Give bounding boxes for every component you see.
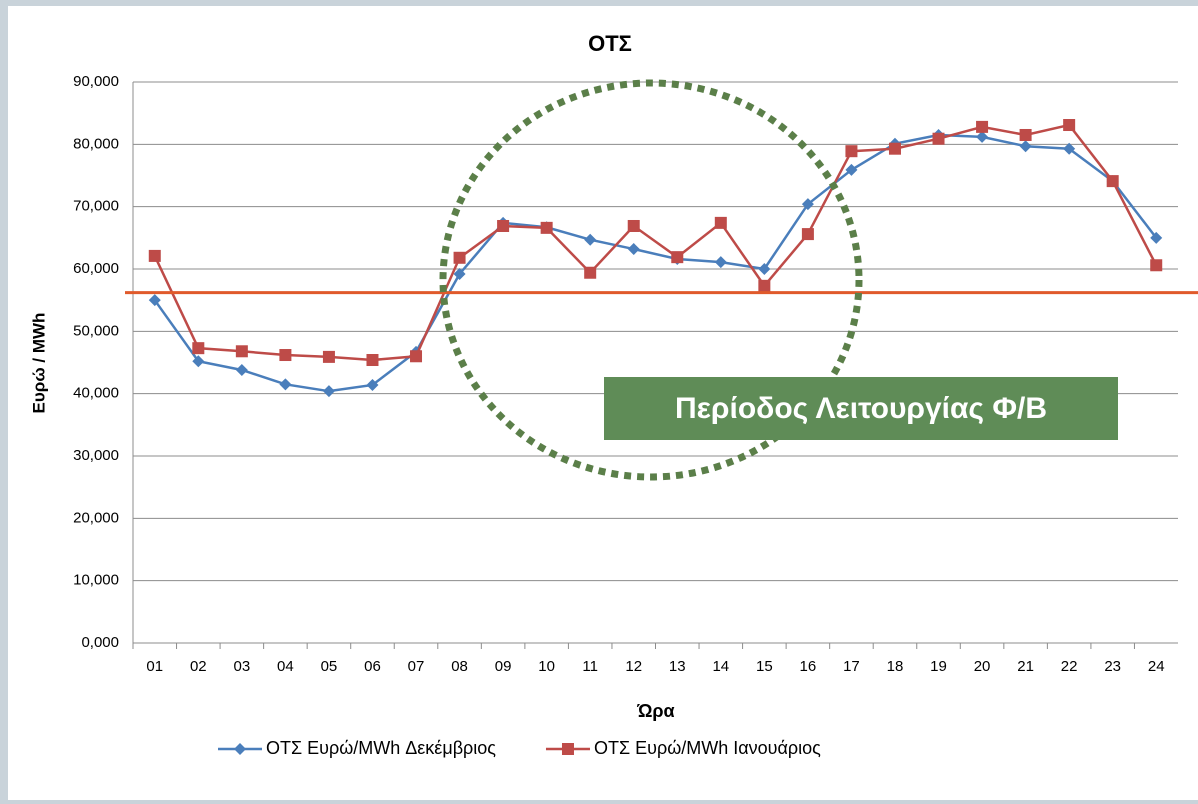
data-point — [1150, 259, 1163, 272]
x-tick-label: 01 — [146, 658, 163, 675]
series-line — [153, 133, 1158, 393]
y-tick-label: 0,000 — [81, 634, 119, 651]
x-tick-label: 16 — [800, 658, 817, 675]
data-point — [1106, 175, 1119, 188]
y-tick-label: 80,000 — [73, 135, 119, 152]
highlight-circle — [439, 79, 863, 481]
data-point — [540, 221, 553, 234]
data-point — [801, 198, 814, 211]
x-tick-label: 15 — [756, 658, 773, 675]
annotation-box — [604, 377, 1118, 440]
data-point — [845, 145, 858, 158]
x-tick-label: 20 — [974, 658, 991, 675]
x-tick-label: 23 — [1104, 658, 1121, 675]
x-tick-label: 08 — [451, 658, 468, 675]
data-point — [758, 279, 771, 292]
data-point — [714, 216, 727, 229]
data-point — [366, 354, 379, 367]
data-point — [758, 263, 771, 275]
data-point — [845, 163, 858, 176]
x-tick-label: 03 — [234, 658, 251, 675]
x-tick-label: 24 — [1148, 658, 1165, 675]
x-tick-label: 09 — [495, 658, 512, 675]
data-point — [192, 355, 205, 368]
x-tick-label: 05 — [321, 658, 338, 675]
annotation: Περίοδος Λειτουργίας Φ/Β — [675, 392, 1047, 425]
data-point — [497, 219, 510, 232]
y-axis-label: Ευρώ / MWh — [29, 313, 48, 414]
y-tick-label: 10,000 — [73, 572, 119, 589]
data-point — [453, 251, 466, 264]
y-tick-label: 50,000 — [73, 322, 119, 339]
legend-marker — [234, 743, 246, 755]
x-tick-label: 13 — [669, 658, 686, 675]
y-tick-label: 70,000 — [73, 198, 119, 215]
data-point — [366, 378, 379, 391]
legend-label: ΟΤΣ Ευρώ/MWh Ιανουάριος — [594, 738, 821, 758]
x-tick-label: 11 — [582, 658, 598, 675]
data-point — [932, 132, 945, 145]
data-point — [584, 233, 597, 246]
x-tick-label: 02 — [190, 658, 207, 675]
series-line — [153, 123, 1158, 362]
x-tick-label: 21 — [1017, 658, 1034, 675]
data-point — [235, 363, 248, 376]
data-point — [322, 385, 335, 398]
x-tick-label: 19 — [930, 658, 947, 675]
x-axis-label: Ώρα — [636, 701, 674, 721]
x-tick-label: 18 — [887, 658, 904, 675]
data-point — [148, 249, 161, 262]
y-tick-label: 60,000 — [73, 260, 119, 277]
data-point — [1019, 128, 1032, 141]
y-tick-label: 30,000 — [73, 447, 119, 464]
data-point — [888, 142, 901, 155]
x-tick-label: 07 — [408, 658, 425, 675]
data-point — [322, 350, 335, 363]
x-tick-label: 10 — [538, 658, 555, 675]
x-tick-label: 17 — [843, 658, 860, 675]
data-point — [192, 342, 205, 355]
data-point — [1063, 119, 1076, 132]
data-point — [1063, 142, 1076, 155]
data-point — [453, 267, 466, 280]
data-point — [976, 130, 989, 143]
x-tick-label: 04 — [277, 658, 294, 675]
legend-marker — [561, 743, 574, 755]
x-tick-label: 06 — [364, 658, 381, 675]
plot: 0,000 10,000 20,000 30,000 40,000 50,000 60,00… — [73, 73, 1198, 758]
data-point — [671, 251, 684, 264]
data-point — [976, 120, 989, 133]
data-point — [279, 378, 292, 391]
x-tick-label: 14 — [712, 658, 729, 675]
y-tick-label: 40,000 — [73, 385, 119, 402]
data-point — [235, 345, 248, 358]
data-point — [1150, 231, 1163, 244]
chart-title: ΟΤΣ — [588, 31, 632, 56]
legend-label: ΟΤΣ Ευρώ/MWh Δεκέμβριος — [266, 738, 496, 758]
x-tick-label: 12 — [625, 658, 642, 675]
y-tick-label: 20,000 — [73, 509, 119, 526]
x-tick-label: 22 — [1061, 658, 1078, 675]
data-point — [279, 349, 292, 362]
y-tick-label: 90,000 — [73, 73, 119, 90]
data-point — [801, 228, 814, 241]
data-point — [627, 219, 640, 232]
data-point — [714, 256, 727, 269]
data-point — [148, 294, 161, 307]
data-point — [410, 350, 423, 363]
data-point — [627, 243, 640, 256]
data-point — [1019, 140, 1032, 153]
data-point — [584, 266, 597, 279]
